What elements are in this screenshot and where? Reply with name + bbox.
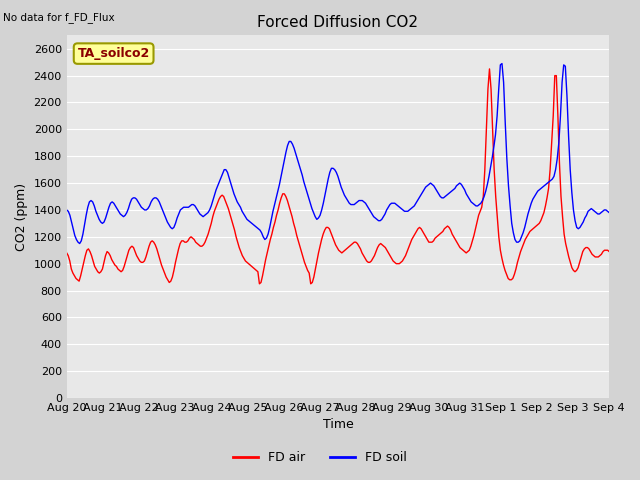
Text: TA_soilco2: TA_soilco2 bbox=[77, 47, 150, 60]
Legend: FD air, FD soil: FD air, FD soil bbox=[228, 446, 412, 469]
Text: No data for f_FD_Flux: No data for f_FD_Flux bbox=[3, 12, 115, 23]
Title: Forced Diffusion CO2: Forced Diffusion CO2 bbox=[257, 15, 419, 30]
X-axis label: Time: Time bbox=[323, 419, 353, 432]
Y-axis label: CO2 (ppm): CO2 (ppm) bbox=[15, 182, 28, 251]
